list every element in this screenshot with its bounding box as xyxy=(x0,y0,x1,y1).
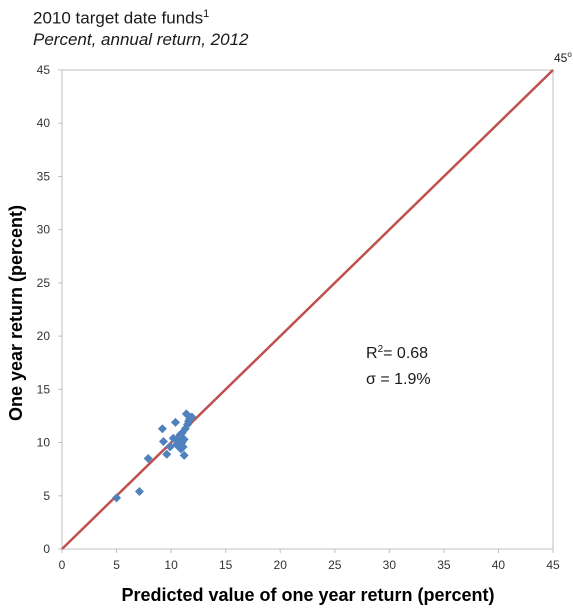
data-point xyxy=(178,442,188,452)
y-tick-label: 30 xyxy=(37,223,51,237)
x-tick-label: 10 xyxy=(164,558,178,572)
data-point xyxy=(158,436,168,446)
y-tick-label: 25 xyxy=(37,276,51,290)
data-point xyxy=(170,417,180,427)
chart-subtitle: Percent, annual return, 2012 xyxy=(33,30,249,49)
data-points xyxy=(112,409,197,503)
data-point xyxy=(134,487,144,497)
y-tick-label: 5 xyxy=(43,489,50,503)
x-tick-label: 40 xyxy=(492,558,506,572)
x-tick-label: 35 xyxy=(437,558,451,572)
y-tick-label: 35 xyxy=(37,169,51,183)
x-tick-label: 20 xyxy=(274,558,288,572)
x-tick-label: 45 xyxy=(546,558,560,572)
x-tick-label: 5 xyxy=(113,558,120,572)
data-point xyxy=(179,434,189,444)
data-point xyxy=(157,424,167,434)
data-point xyxy=(179,450,189,460)
reference-line-group xyxy=(61,69,554,550)
chart-title: 2010 target date funds1 xyxy=(33,8,210,28)
y-tick-label: 40 xyxy=(37,116,51,130)
r-squared-annotation: R2= 0.68 xyxy=(366,344,428,362)
x-axis-label: Predicted value of one year return (perc… xyxy=(121,585,494,605)
x-tick-label: 15 xyxy=(219,558,233,572)
y-tick-label: 15 xyxy=(37,382,51,396)
y-tick-label: 10 xyxy=(37,436,51,450)
y-tick-label: 0 xyxy=(43,542,50,556)
reference-line-45 xyxy=(61,69,554,550)
y-axis-label: One year return (percent) xyxy=(6,205,26,421)
x-tick-label: 0 xyxy=(59,558,66,572)
data-point xyxy=(143,454,153,464)
y-tick-label: 20 xyxy=(37,329,51,343)
y-tick-label: 45 xyxy=(37,63,51,77)
reference-line-label: 45o xyxy=(554,50,572,65)
x-tick-label: 25 xyxy=(328,558,342,572)
axes: 0 5 10 15 20 25 30 35 40 45 0 5 10 15 20 25 30 35 40 45 xyxy=(37,63,560,572)
data-point xyxy=(187,412,197,422)
sigma-annotation: σ = 1.9% xyxy=(366,371,431,388)
data-point xyxy=(162,449,172,459)
plot-area-border xyxy=(61,69,554,550)
data-point xyxy=(112,493,122,503)
x-tick-label: 30 xyxy=(383,558,397,572)
